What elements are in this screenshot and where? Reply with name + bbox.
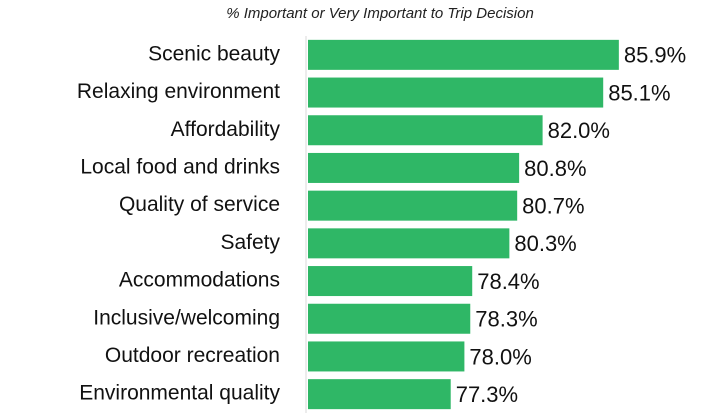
value-label: 80.3% bbox=[514, 231, 576, 256]
value-label: 78.3% bbox=[475, 307, 537, 332]
bar bbox=[308, 77, 604, 108]
category-label: Inclusive/welcoming bbox=[93, 306, 280, 329]
bar bbox=[308, 152, 520, 183]
value-label: 85.9% bbox=[624, 43, 686, 68]
category-label: Affordability bbox=[171, 118, 281, 141]
category-label: Relaxing environment bbox=[77, 80, 280, 103]
value-label: 85.1% bbox=[608, 80, 670, 105]
bar bbox=[308, 341, 465, 372]
category-label: Local food and drinks bbox=[80, 155, 280, 178]
chart-title: % Important or Very Important to Trip De… bbox=[226, 5, 534, 22]
value-label: 80.8% bbox=[524, 156, 586, 181]
category-label: Safety bbox=[220, 231, 280, 254]
category-label: Accommodations bbox=[119, 269, 280, 292]
category-label: Outdoor recreation bbox=[105, 344, 280, 367]
bar bbox=[308, 266, 473, 297]
bar bbox=[308, 228, 510, 259]
value-label: 82.0% bbox=[548, 118, 610, 143]
category-label: Environmental quality bbox=[79, 382, 280, 405]
bar bbox=[308, 379, 451, 410]
value-label: 77.3% bbox=[456, 382, 518, 407]
category-label: Quality of service bbox=[119, 193, 280, 216]
category-label: Scenic beauty bbox=[148, 42, 280, 65]
bar bbox=[308, 39, 619, 70]
bar bbox=[308, 115, 543, 146]
value-label: 78.0% bbox=[469, 344, 531, 369]
value-label: 78.4% bbox=[477, 269, 539, 294]
bar bbox=[308, 190, 518, 221]
value-label: 80.7% bbox=[522, 193, 584, 218]
bar bbox=[308, 303, 471, 334]
